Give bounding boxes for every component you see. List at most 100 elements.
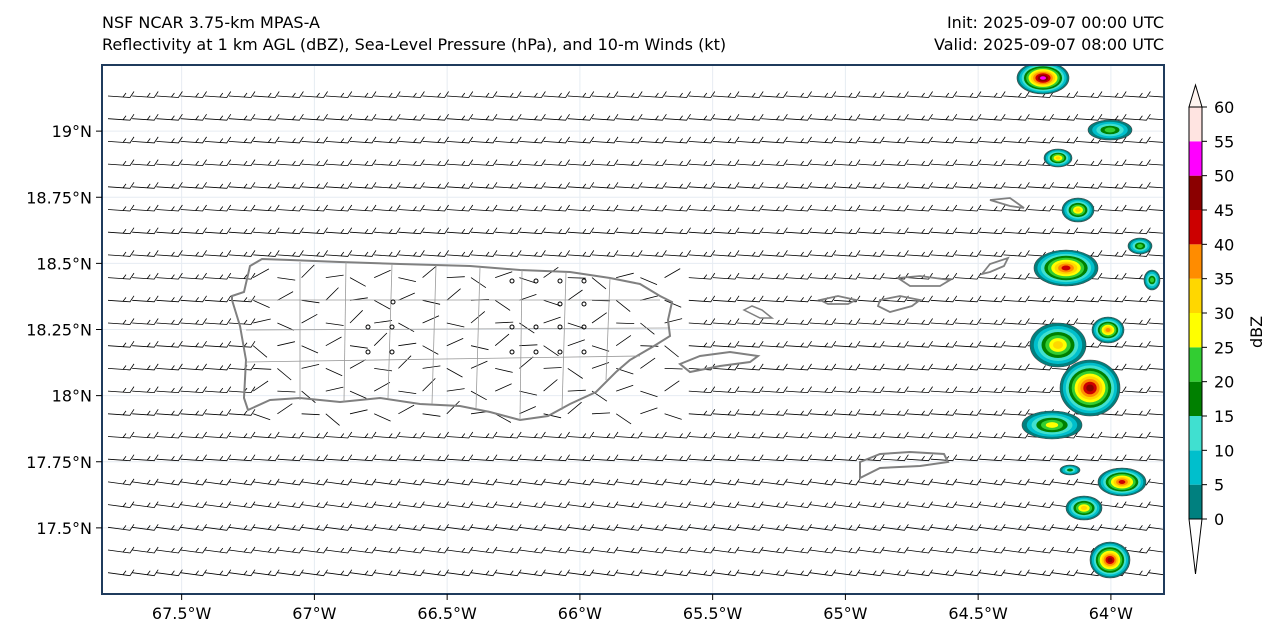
wind-barb bbox=[228, 113, 256, 121]
wind-barb bbox=[1148, 436, 1164, 438]
reflectivity-cell bbox=[1143, 269, 1161, 291]
wind-barb bbox=[712, 113, 740, 121]
wind-barb bbox=[325, 204, 353, 212]
wind-barb bbox=[180, 272, 207, 280]
wind-barb bbox=[712, 250, 740, 257]
wind-barb bbox=[301, 313, 318, 324]
wind-barb bbox=[398, 355, 412, 369]
wind-barb bbox=[470, 227, 498, 235]
wind-barb bbox=[543, 136, 570, 144]
wind-barb bbox=[616, 159, 643, 167]
wind-barb bbox=[132, 409, 159, 416]
wind-barb bbox=[301, 113, 328, 121]
colorbar-tick-label: 0 bbox=[1214, 510, 1224, 529]
wind-barb bbox=[712, 409, 740, 416]
wind-barb bbox=[1100, 295, 1127, 303]
wind-barb bbox=[156, 136, 183, 144]
wind-barb bbox=[906, 478, 933, 486]
wind-barb bbox=[761, 501, 788, 509]
wind-barb bbox=[640, 569, 667, 577]
wind-barb bbox=[833, 318, 861, 325]
wind-barb bbox=[204, 136, 232, 144]
wind-barb bbox=[325, 274, 344, 278]
reflectivity-cell bbox=[1089, 541, 1131, 579]
wind-barb bbox=[1148, 458, 1164, 461]
wind-barb bbox=[858, 250, 885, 257]
wind-barb bbox=[180, 478, 207, 486]
wind-barb bbox=[809, 318, 837, 325]
wind-barb bbox=[107, 386, 135, 394]
colorbar-segment bbox=[1189, 278, 1202, 313]
wind-barb bbox=[809, 431, 837, 439]
wind-barb bbox=[1003, 113, 1030, 121]
wind-barb bbox=[301, 159, 328, 167]
wind-barb bbox=[979, 501, 1006, 509]
wind-barb bbox=[301, 431, 328, 439]
wind-barb bbox=[906, 386, 933, 394]
colorbar-segment bbox=[1189, 244, 1202, 279]
wind-barb bbox=[640, 113, 667, 121]
wind-barb bbox=[809, 363, 837, 371]
wind-barb bbox=[349, 546, 377, 554]
wind-barb bbox=[253, 159, 280, 167]
wind-barb bbox=[567, 227, 595, 235]
wind-barb bbox=[954, 363, 982, 371]
wind-barb bbox=[640, 159, 667, 167]
wind-barb bbox=[833, 113, 861, 121]
wind-barb bbox=[664, 182, 691, 189]
wind-barb bbox=[301, 413, 320, 416]
wind-barb bbox=[470, 91, 498, 98]
wind-barb bbox=[446, 546, 474, 554]
wind-barb bbox=[1100, 250, 1127, 257]
wind-barb bbox=[277, 390, 296, 393]
wind-barb bbox=[1003, 136, 1030, 144]
wind-barb bbox=[204, 113, 232, 121]
wind-barb bbox=[761, 431, 788, 439]
wind-barb bbox=[253, 182, 280, 189]
wind-barb bbox=[495, 250, 522, 257]
wind-barb bbox=[761, 546, 788, 554]
wind-barb bbox=[979, 318, 1006, 325]
wind-barb bbox=[664, 454, 691, 462]
wind-barb bbox=[107, 250, 135, 257]
wind-barb bbox=[591, 136, 619, 144]
wind-barb bbox=[1027, 182, 1054, 189]
wind-barb bbox=[180, 569, 207, 577]
wind-barb bbox=[374, 269, 391, 278]
wind-barb bbox=[809, 478, 837, 486]
wind-barb bbox=[1051, 478, 1079, 486]
wind-barb bbox=[325, 478, 353, 486]
wind-barb bbox=[107, 501, 135, 509]
wind-barb bbox=[1124, 340, 1151, 348]
lon-tick-label: 64°W bbox=[1089, 604, 1133, 623]
wind-barb bbox=[688, 478, 716, 486]
wind-barb bbox=[979, 478, 1006, 486]
wind-barb bbox=[180, 250, 207, 257]
wind-barb bbox=[325, 287, 339, 301]
wind-barb bbox=[809, 182, 837, 189]
reflectivity-cell bbox=[1029, 322, 1087, 368]
wind-barb bbox=[761, 182, 788, 189]
wind-barb bbox=[979, 409, 1006, 416]
wind-barb bbox=[1100, 431, 1127, 439]
colorbar-tick-label: 20 bbox=[1214, 373, 1234, 392]
wind-barb bbox=[712, 272, 740, 280]
wind-barb bbox=[398, 113, 425, 121]
lat-tick-label: 18.25°N bbox=[26, 321, 92, 340]
wind-barb bbox=[277, 478, 304, 486]
wind-barb bbox=[616, 250, 643, 257]
tortola-coastline bbox=[895, 275, 953, 287]
wind-barb bbox=[640, 390, 658, 398]
wind-barb bbox=[737, 340, 764, 348]
wind-barb bbox=[325, 386, 344, 392]
wind-barb bbox=[906, 524, 933, 531]
wind-barb bbox=[180, 431, 207, 439]
wind-barb bbox=[664, 91, 691, 98]
wind-barb bbox=[107, 204, 135, 212]
wind-barb bbox=[954, 340, 982, 348]
wind-barb bbox=[761, 91, 788, 98]
wind-barb bbox=[301, 569, 328, 577]
wind-barb bbox=[446, 431, 474, 439]
wind-barb bbox=[1003, 227, 1030, 235]
municipality-boundaries bbox=[245, 261, 669, 421]
